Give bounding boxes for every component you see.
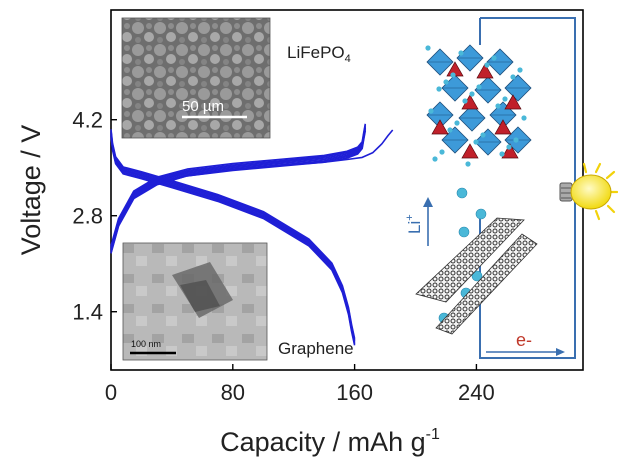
sem-inset: 50 µm <box>121 17 271 139</box>
crystal-ion-13 <box>506 144 512 150</box>
crystal-ion-4 <box>473 139 479 145</box>
crystal-ion-11 <box>432 156 438 162</box>
li-arrowhead <box>423 197 433 207</box>
circuit-schematic <box>479 17 576 359</box>
crystal-ion-6 <box>447 127 453 133</box>
tetrahedron-7 <box>501 143 519 159</box>
tetrahedron-5 <box>494 119 512 135</box>
crystal-ion-18 <box>491 55 497 61</box>
tetrahedron-2 <box>504 94 522 110</box>
tem-scale-label: 100 nm <box>131 339 161 349</box>
y-axis-title: Voltage / V <box>16 125 46 256</box>
crystal-ion-19 <box>428 108 434 114</box>
li-arrow: Li+ <box>404 197 433 246</box>
crystal-ion-23 <box>476 84 482 90</box>
crystal-ion-21 <box>502 96 508 102</box>
tetrahedron-1 <box>476 63 494 79</box>
crystal-ion-2 <box>499 151 505 157</box>
li-label: Li+ <box>404 214 424 234</box>
tetrahedron-4 <box>431 119 449 135</box>
y-tick-label-2: 4.2 <box>72 108 103 133</box>
y-tick-label-0: 1.4 <box>72 300 103 325</box>
crystal-ion-7 <box>484 62 490 68</box>
tem-inset: 100 nm <box>122 242 268 361</box>
crystal-ion-17 <box>454 120 460 126</box>
discharge-curve-5 <box>110 129 356 339</box>
graphene-label: Graphene <box>278 339 354 358</box>
sem-image <box>121 17 271 139</box>
x-tick-label-2: 160 <box>336 380 373 405</box>
curves-group <box>110 123 394 346</box>
charge-curve-5 <box>110 123 367 247</box>
crystal-ion-9 <box>458 50 464 56</box>
crystal-ion-8 <box>521 115 527 121</box>
graphene-sheet-icon <box>415 217 538 335</box>
circuit-wire <box>479 17 576 359</box>
x-tick-label-0: 0 <box>105 380 117 405</box>
sem-scale-label: 50 µm <box>182 98 224 115</box>
crystal-ion-1 <box>462 98 468 104</box>
crystal-ion-10 <box>495 103 501 109</box>
tetrahedron-6 <box>461 143 479 159</box>
axes-group: 0 80 160 240 1.4 2.8 4.2 Capacity / mAh g-1 Volt… <box>16 108 495 457</box>
electron-arrow-icon: e- <box>486 330 565 356</box>
crystal-ion-20 <box>465 161 471 167</box>
electron-arrowhead <box>556 348 565 356</box>
charge-curve-0 <box>110 130 367 253</box>
lifepo4-crystal-structure-icon <box>425 44 532 167</box>
crystal-ion-5 <box>510 74 516 80</box>
crystal-ion-25 <box>450 72 456 78</box>
crystal-ion-14 <box>443 79 449 85</box>
y-tick-label-1: 2.8 <box>72 204 103 229</box>
x-tick-label-3: 240 <box>458 380 495 405</box>
crystal-ion-0 <box>425 45 431 51</box>
crystal-ion-15 <box>480 132 486 138</box>
charge-long-curve-0 <box>110 129 394 254</box>
x-axis-title: Capacity / mAh g-1 <box>220 426 440 457</box>
light-bulb-icon <box>559 162 618 221</box>
crystal-ion-24 <box>513 137 519 143</box>
crystal-ion-12 <box>469 91 475 97</box>
electron-label: e- <box>516 330 532 350</box>
lifepo4-label: LiFePO4 <box>287 43 351 65</box>
x-tick-label-1: 80 <box>221 380 245 405</box>
crystal-ion-22 <box>439 149 445 155</box>
crystal-ion-16 <box>517 67 523 73</box>
crystal-ion-3 <box>436 86 442 92</box>
